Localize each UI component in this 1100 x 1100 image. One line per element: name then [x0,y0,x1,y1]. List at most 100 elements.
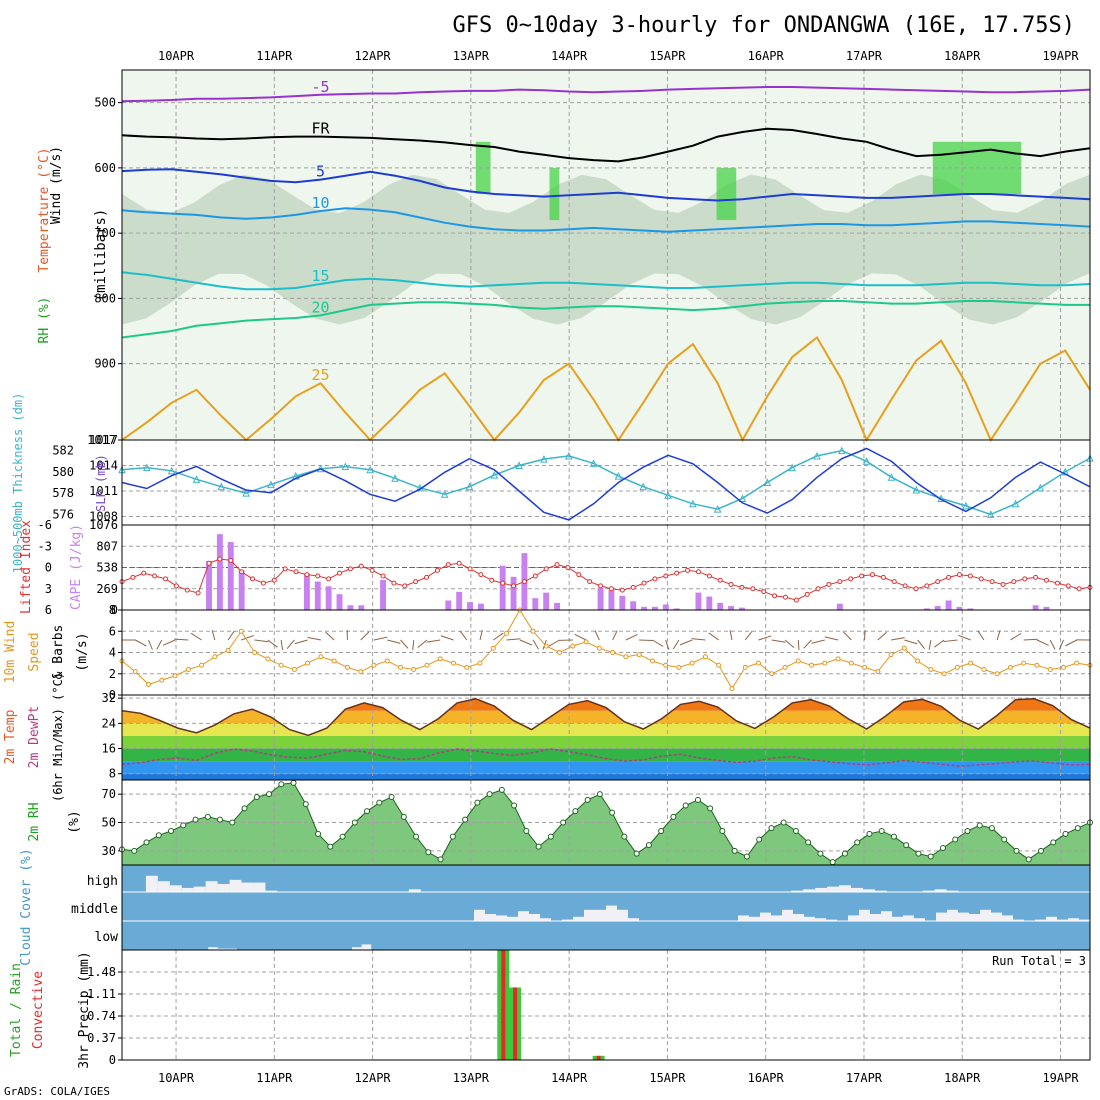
wind-barb [519,639,533,646]
precip-frame [121,949,1091,1061]
li-point [717,577,723,583]
rh-point [413,833,420,840]
pressure-tick-label: 500 [94,96,116,110]
wind-speed-point [636,652,642,658]
li-point [489,577,495,583]
li-point [935,579,941,585]
wind10m-axis-label-b: Speed [27,632,42,671]
date-label-top: 19APR [1042,49,1079,63]
li-point [271,577,277,583]
li-point [282,566,288,572]
wind-barb [174,638,189,641]
cloud-cell-middle [518,911,529,921]
wind-speed-point [875,669,881,675]
li-point [782,594,788,600]
li-point [598,583,604,589]
thickness-point [962,501,970,510]
slp-frame [121,439,1091,526]
rh-point [462,816,469,823]
rh-point [682,802,689,809]
thickness-point [589,459,598,467]
wind10m-axis-label-d: (m/s) [75,632,90,671]
wind-barb [744,630,753,641]
cloud-cell-middle [936,912,947,921]
thickness-point [664,491,672,499]
thickness-point [341,462,350,471]
cape-tick-label: 1076 [89,518,118,532]
thickness-point [763,478,772,486]
temp-band [122,773,1090,780]
thickness-axis-label: 1000~500mb Thickness (dm) [11,393,25,574]
cloud-cell-middle [1079,919,1090,921]
thickness-point [564,451,573,460]
wind-speed-point [424,662,430,668]
li-point [347,566,353,572]
li-line [121,558,1091,601]
li-point [663,573,669,579]
li-point [315,573,321,579]
wind-barb [811,639,825,644]
wind-barb [135,639,147,647]
cloud-cell-middle [991,912,1002,921]
wind10m-tick-label: 4 [109,646,116,660]
wind-speed-point [397,664,403,670]
cape-bar [1043,606,1050,610]
li-point [152,573,158,579]
cloud-cell-high [408,889,421,892]
rh2m-tick-label: 30 [102,844,116,858]
wind-speed-point [212,654,218,660]
wind-speed-point [411,667,417,672]
li-point [424,574,430,580]
wind-barb [691,638,706,641]
li-tick-label: -3 [38,539,52,553]
date-label-bottom: 14APR [551,1071,588,1085]
pressure-tick-label: 900 [94,357,116,371]
rh-point [633,850,640,857]
wind10m-tick-label: 0 [109,688,116,702]
wind-speed-point [1021,660,1027,666]
thickness-point [391,474,399,482]
isotherm-line [121,271,1091,291]
cape-bar [967,608,974,610]
wind-speed-point [371,662,377,668]
isotherm-line [121,336,1091,443]
wind-barb [440,635,454,641]
thickness-point [465,482,474,491]
rh2m-tick-label: 50 [102,816,116,830]
cape-bar [738,607,745,610]
cloud-cell-middle [826,919,837,921]
thickness-point [167,466,176,475]
thickness-point [713,504,722,513]
precip-tick-label: 0 [109,1053,116,1067]
wind-speed-point [557,650,563,655]
li-point [706,573,712,579]
wind-barb [493,632,504,641]
temp-band [122,761,1090,774]
wind-barb [842,631,852,641]
li-point [652,576,658,582]
rh-point [302,801,309,808]
wind-barb [1010,633,1022,641]
cloud-cell-high [265,890,278,892]
cape-bar [608,590,615,610]
temp-band [122,710,1090,724]
upper-air-panel: -5 FR 5 10 15 20 25 [122,70,1090,440]
thickness-point [813,451,821,460]
cloud-cell-high [157,881,170,892]
rh-point [584,796,591,803]
wind-barb [1065,639,1077,647]
wind-axis-label: Wind (m/s) [49,146,64,224]
rh-point [143,839,150,846]
cloud-cell-high [862,889,875,892]
rh-point [829,859,836,866]
temperature-axis-label: Temperature (°C) [37,147,52,272]
precip-conv-bar [596,1055,601,1060]
date-label-top: 16APR [748,49,785,63]
cape-bar [934,606,941,610]
wind-barb [294,639,308,645]
cloud-cell-middle [507,916,518,921]
isotherm-line [121,127,1091,163]
li-point [619,587,625,593]
li-point [250,576,256,582]
wind-speed-point [981,667,987,672]
